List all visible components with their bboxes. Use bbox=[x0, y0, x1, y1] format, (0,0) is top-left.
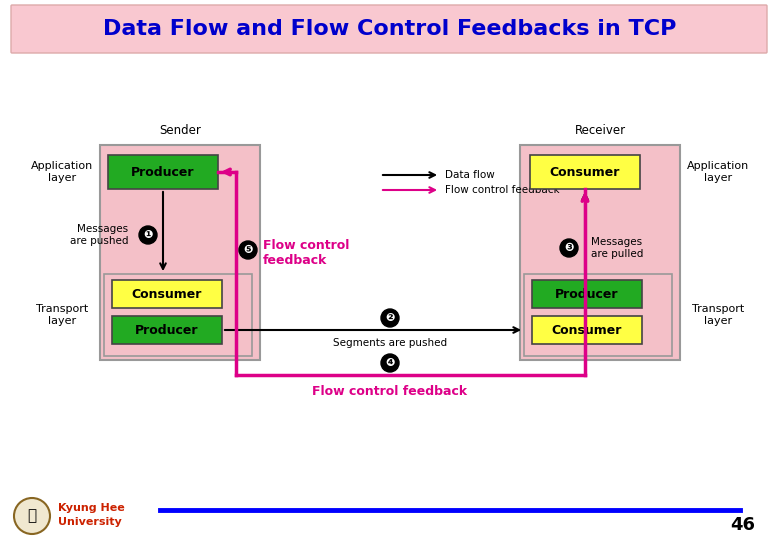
Bar bbox=[524, 274, 672, 356]
Bar bbox=[520, 145, 680, 360]
Text: Producer: Producer bbox=[555, 287, 619, 300]
Text: Messages
are pulled: Messages are pulled bbox=[591, 237, 644, 259]
Text: ❸: ❸ bbox=[564, 243, 573, 253]
Text: Flow control
feedback: Flow control feedback bbox=[263, 239, 349, 267]
Text: Messages
are pushed: Messages are pushed bbox=[69, 224, 128, 246]
Text: Flow control feedback: Flow control feedback bbox=[313, 385, 467, 398]
Bar bbox=[532, 280, 642, 308]
Bar bbox=[112, 280, 222, 308]
Text: Kyung Hee: Kyung Hee bbox=[58, 503, 125, 513]
Bar bbox=[112, 316, 222, 344]
Text: Consumer: Consumer bbox=[550, 165, 620, 179]
Text: 🎓: 🎓 bbox=[27, 509, 37, 523]
Text: Consumer: Consumer bbox=[551, 323, 622, 336]
Text: Transport
layer: Transport layer bbox=[692, 304, 744, 326]
Text: 46: 46 bbox=[730, 516, 755, 534]
Text: ❺: ❺ bbox=[243, 245, 253, 255]
Text: Application
layer: Application layer bbox=[31, 161, 93, 183]
Bar bbox=[104, 274, 252, 356]
Bar bbox=[530, 155, 640, 189]
Text: Flow control feedback: Flow control feedback bbox=[445, 185, 559, 195]
Circle shape bbox=[560, 239, 578, 257]
Text: Segments are pushed: Segments are pushed bbox=[333, 338, 447, 348]
Text: Data Flow and Flow Control Feedbacks in TCP: Data Flow and Flow Control Feedbacks in … bbox=[103, 19, 677, 39]
Text: Producer: Producer bbox=[131, 165, 195, 179]
Text: ❶: ❶ bbox=[144, 230, 153, 240]
Circle shape bbox=[381, 354, 399, 372]
Text: Transport
layer: Transport layer bbox=[36, 304, 88, 326]
Text: Consumer: Consumer bbox=[132, 287, 202, 300]
Text: Receiver: Receiver bbox=[574, 124, 626, 137]
Text: University: University bbox=[58, 517, 122, 527]
Text: Data flow: Data flow bbox=[445, 170, 495, 180]
Text: Sender: Sender bbox=[159, 124, 201, 137]
Text: Application
layer: Application layer bbox=[687, 161, 749, 183]
Circle shape bbox=[381, 309, 399, 327]
Circle shape bbox=[239, 241, 257, 259]
Bar bbox=[108, 155, 218, 189]
Circle shape bbox=[139, 226, 157, 244]
Text: Producer: Producer bbox=[135, 323, 199, 336]
Bar bbox=[532, 316, 642, 344]
Text: ❷: ❷ bbox=[385, 313, 395, 323]
Text: ❹: ❹ bbox=[385, 358, 395, 368]
FancyBboxPatch shape bbox=[11, 5, 767, 53]
Circle shape bbox=[14, 498, 50, 534]
Bar bbox=[100, 145, 260, 360]
